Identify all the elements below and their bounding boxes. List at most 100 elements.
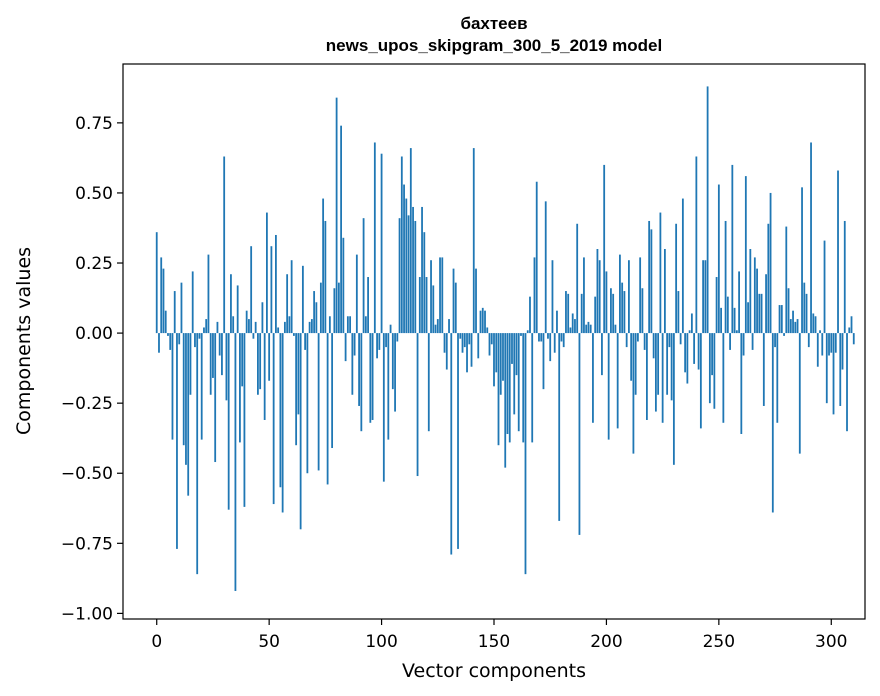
bar-14 bbox=[187, 333, 190, 496]
bar-237 bbox=[688, 330, 691, 334]
bar-253 bbox=[724, 220, 727, 334]
bar-252 bbox=[722, 333, 725, 423]
bar-67 bbox=[306, 333, 309, 474]
bar-232 bbox=[677, 291, 680, 334]
bar-4 bbox=[164, 310, 167, 334]
bar-166 bbox=[529, 296, 531, 334]
bar-182 bbox=[565, 291, 567, 334]
bar-128 bbox=[443, 333, 446, 353]
bar-49 bbox=[266, 212, 268, 334]
bar-11 bbox=[180, 282, 183, 334]
bar-98 bbox=[376, 333, 378, 359]
bar-164 bbox=[524, 333, 527, 575]
bar-23 bbox=[207, 254, 210, 334]
bar-304 bbox=[839, 333, 842, 406]
bar-31 bbox=[225, 333, 228, 401]
bar-45 bbox=[257, 333, 259, 395]
bar-266 bbox=[753, 257, 756, 334]
bar-163 bbox=[522, 333, 525, 443]
bar-229 bbox=[670, 333, 673, 401]
bar-301 bbox=[832, 333, 835, 415]
bar-134 bbox=[457, 333, 459, 549]
y-tick-label: 0.25 bbox=[75, 254, 113, 274]
bar-226 bbox=[663, 249, 666, 334]
bar-104 bbox=[389, 324, 392, 334]
bar-61 bbox=[292, 333, 295, 336]
bar-278 bbox=[780, 305, 783, 334]
bar-39 bbox=[243, 333, 246, 507]
bar-51 bbox=[270, 246, 273, 334]
bar-187 bbox=[576, 223, 579, 334]
bar-227 bbox=[666, 333, 669, 395]
bar-107 bbox=[396, 333, 399, 342]
bar-262 bbox=[744, 176, 747, 334]
x-tick-label: 200 bbox=[590, 632, 622, 652]
bar-15 bbox=[189, 333, 192, 395]
bar-286 bbox=[798, 333, 801, 454]
bar-106 bbox=[394, 333, 396, 412]
bar-118 bbox=[421, 206, 423, 334]
bar-198 bbox=[601, 333, 603, 376]
bar-55 bbox=[279, 333, 282, 488]
bar-307 bbox=[846, 333, 848, 432]
bar-111 bbox=[405, 198, 408, 334]
bar-2 bbox=[160, 257, 163, 334]
bar-174 bbox=[547, 333, 549, 339]
bar-258 bbox=[735, 330, 738, 334]
bar-54 bbox=[277, 327, 280, 334]
bar-50 bbox=[268, 333, 271, 381]
bar-241 bbox=[697, 333, 700, 370]
bar-249 bbox=[715, 277, 718, 334]
bar-82 bbox=[340, 125, 342, 334]
bar-77 bbox=[328, 316, 331, 334]
bar-224 bbox=[659, 212, 662, 334]
bar-140 bbox=[470, 333, 473, 367]
bar-75 bbox=[324, 220, 327, 334]
bar-170 bbox=[538, 333, 540, 342]
x-axis-ticks: 0 50 100 150 200 250 300 bbox=[151, 619, 847, 652]
bar-131 bbox=[450, 333, 453, 555]
bar-197 bbox=[598, 260, 601, 334]
bar-129 bbox=[445, 333, 448, 370]
bar-146 bbox=[484, 310, 486, 334]
bar-40 bbox=[245, 310, 248, 334]
bar-293 bbox=[814, 316, 817, 334]
bar-43 bbox=[252, 333, 255, 339]
chart-title: бахтеев bbox=[460, 14, 527, 33]
bar-195 bbox=[594, 296, 597, 334]
bar-156 bbox=[506, 333, 509, 434]
bar-236 bbox=[686, 333, 689, 384]
bar-214 bbox=[637, 333, 639, 342]
bar-233 bbox=[679, 333, 682, 345]
bar-259 bbox=[738, 271, 740, 334]
bar-18 bbox=[196, 333, 199, 575]
bar-235 bbox=[684, 333, 687, 373]
x-tick-label: 100 bbox=[365, 632, 397, 652]
bar-113 bbox=[409, 148, 412, 334]
bar-133 bbox=[454, 282, 457, 334]
bar-282 bbox=[789, 319, 792, 334]
bar-36 bbox=[236, 285, 239, 334]
bar-95 bbox=[369, 333, 372, 423]
bar-299 bbox=[828, 333, 830, 356]
bar-97 bbox=[373, 142, 376, 334]
bar-71 bbox=[315, 302, 318, 334]
y-tick-label: −0.25 bbox=[61, 394, 113, 414]
chart-subtitle: news_upos_skipgram_300_5_2019 model bbox=[326, 36, 662, 55]
bar-261 bbox=[742, 333, 745, 356]
bar-192 bbox=[587, 321, 590, 334]
bar-206 bbox=[619, 254, 621, 334]
bar-219 bbox=[648, 220, 651, 334]
x-tick-label: 250 bbox=[703, 632, 735, 652]
bar-310 bbox=[852, 333, 855, 345]
bar-273 bbox=[769, 192, 772, 334]
bar-30 bbox=[223, 156, 226, 334]
bar-270 bbox=[762, 333, 765, 406]
bar-268 bbox=[758, 293, 761, 334]
bar-121 bbox=[427, 333, 430, 432]
bar-63 bbox=[297, 333, 300, 415]
bar-33 bbox=[230, 274, 232, 334]
bar-284 bbox=[794, 321, 797, 334]
bar-201 bbox=[607, 333, 610, 440]
